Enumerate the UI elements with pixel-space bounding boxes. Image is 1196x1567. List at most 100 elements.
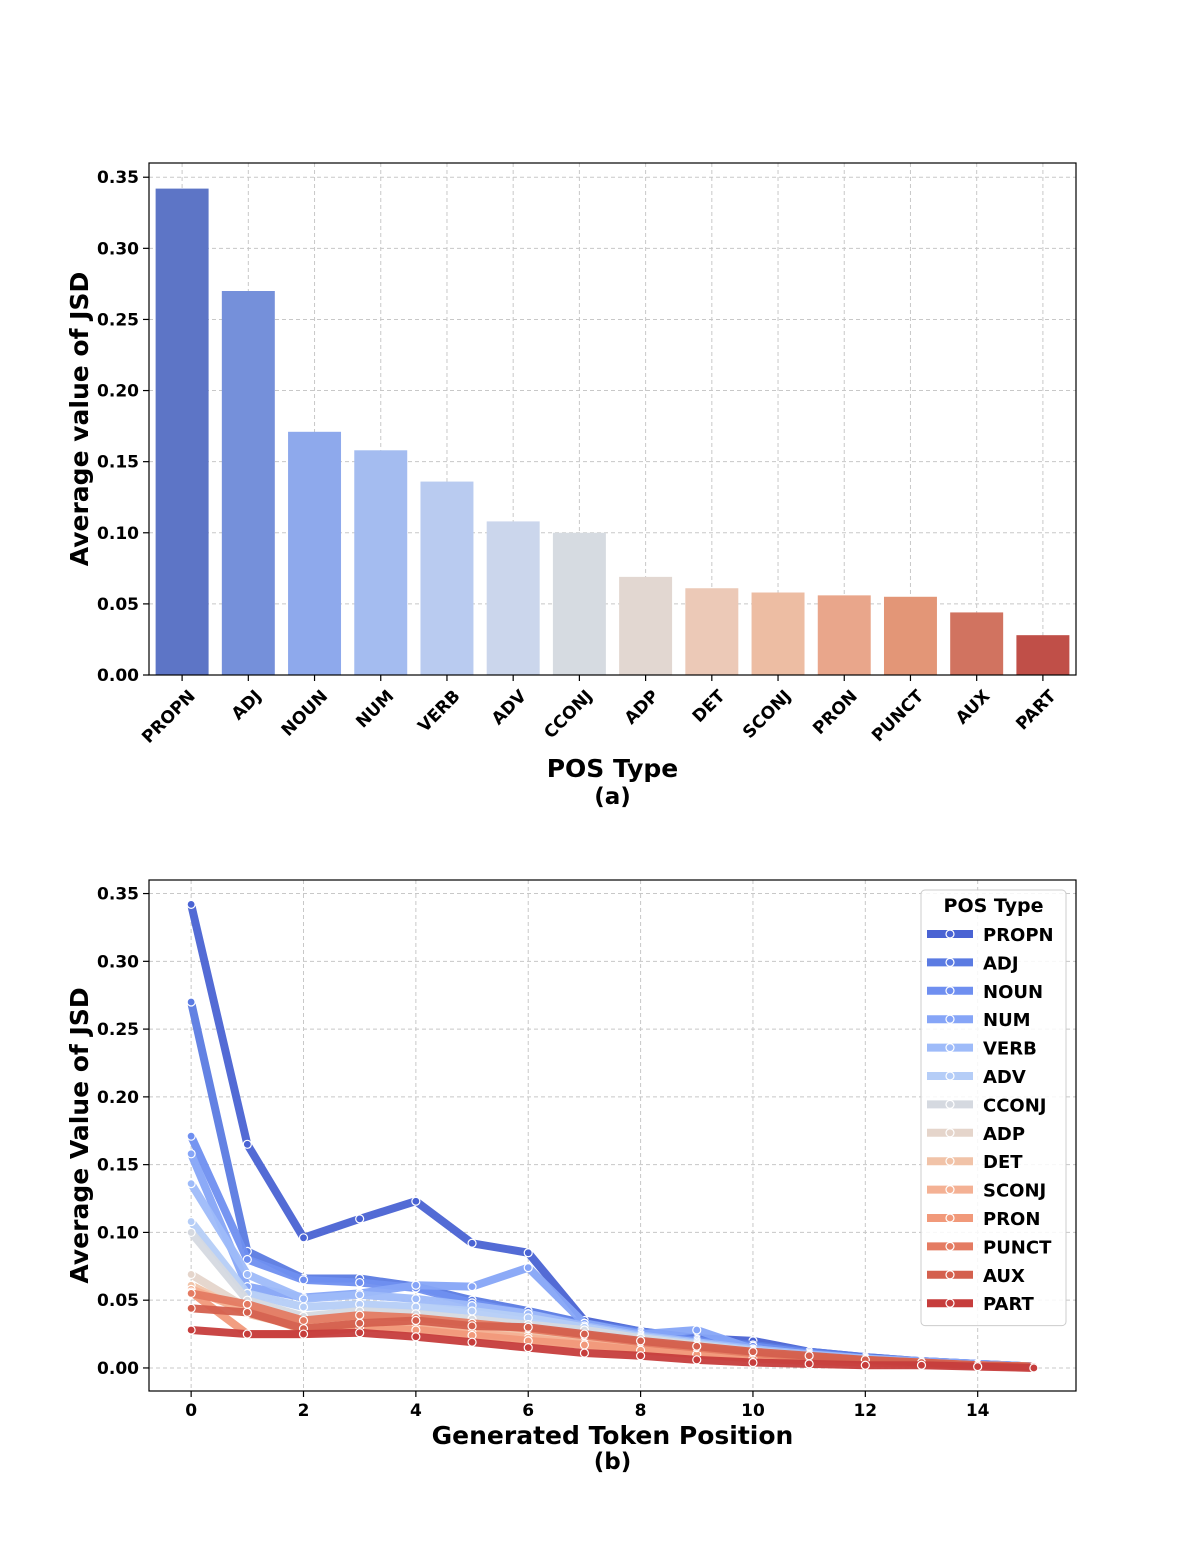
data-point [748, 1357, 758, 1368]
series-part [186, 1325, 1039, 1373]
data-point [523, 1248, 533, 1258]
tick-label-y: 0.30 [97, 952, 139, 972]
legend-marker [945, 1270, 955, 1280]
data-point [692, 1355, 702, 1365]
data-point [692, 1341, 702, 1351]
data-point [411, 1315, 421, 1326]
y-ticks-a: 0.00 0.05 0.10 0.15 0.20 0.25 0.30 0.35 [97, 168, 149, 686]
x-ticks-b: 0 2 4 6 8 10 12 14 [185, 1391, 990, 1421]
tick-label-x: 12 [853, 1401, 877, 1421]
data-point [298, 1294, 309, 1304]
legend-marker [945, 1042, 955, 1053]
data-point [355, 1310, 365, 1320]
legend-label: NUM [983, 1010, 1031, 1031]
tick-label-x: PART [1012, 686, 1060, 734]
data-point [242, 1139, 252, 1149]
caption-b: (b) [594, 1449, 632, 1475]
tick-label-y: 0.30 [97, 239, 139, 259]
data-point [411, 1196, 421, 1206]
legend-item-part: PART [927, 1294, 1035, 1315]
data-point [467, 1321, 477, 1331]
tick-label-y: 0.15 [97, 1156, 139, 1176]
legend-item-det: DET [927, 1152, 1023, 1173]
data-point [748, 1347, 758, 1357]
legend-label: AUX [983, 1266, 1025, 1287]
legend-item-punct: PUNCT [927, 1237, 1052, 1258]
series-aux [186, 1303, 1039, 1372]
legend-label: SCONJ [983, 1181, 1046, 1202]
tick-label-y: 0.35 [97, 885, 139, 905]
data-point [186, 1216, 196, 1227]
data-point [298, 1315, 309, 1326]
tick-label-x: 2 [298, 1401, 310, 1421]
legend-marker [945, 1128, 955, 1138]
bar-adv [486, 521, 540, 675]
bar-propn [155, 188, 209, 675]
data-point [579, 1329, 590, 1339]
data-point [411, 1332, 421, 1342]
legend-item-cconj: CCONJ [927, 1095, 1046, 1116]
bar-num [354, 450, 408, 675]
data-point [635, 1351, 646, 1361]
plot-frame-b [148, 879, 1077, 1392]
tick-label-x: PRON [809, 686, 861, 738]
legend-item-aux: AUX [927, 1266, 1025, 1287]
data-point [355, 1290, 365, 1300]
data-point [298, 1329, 309, 1339]
data-point [298, 1275, 309, 1285]
legend-item-noun: NOUN [927, 982, 1043, 1003]
data-point [635, 1336, 646, 1346]
legend-marker [945, 957, 955, 968]
data-point [973, 1362, 983, 1372]
tick-label-y: 0.00 [97, 666, 139, 686]
legend-item-sconj: SCONJ [927, 1181, 1046, 1202]
legend-label: ADJ [983, 953, 1019, 974]
data-point [467, 1238, 477, 1248]
legend-label: PART [983, 1294, 1035, 1315]
x-ticks-a: PROPN ADJ NOUN NUM VERB ADV CCONJ ADP DET SCONJ PR… [138, 675, 1061, 748]
legend-item-adp: ADP [927, 1124, 1025, 1145]
bar-adp [619, 576, 673, 675]
data-point [355, 1214, 365, 1224]
legend-label: PRON [983, 1209, 1040, 1230]
data-point [355, 1318, 365, 1328]
tick-label-x: 4 [410, 1401, 422, 1421]
y-ticks-b: 0.00 0.05 0.10 0.15 0.20 0.25 0.30 0.35 [97, 885, 149, 1379]
bar-part [1016, 635, 1070, 675]
tick-label-x: 14 [966, 1401, 990, 1421]
legend-title: POS Type [944, 895, 1044, 917]
data-point [186, 1149, 196, 1159]
series-lines [186, 899, 1039, 1373]
tick-label-x: 6 [522, 1401, 534, 1421]
data-point [186, 1288, 196, 1299]
bars [155, 188, 1070, 675]
legend-label: PUNCT [983, 1237, 1052, 1258]
tick-label-x: PROPN [138, 686, 199, 747]
data-point [804, 1359, 814, 1369]
tick-label-y: 0.05 [97, 595, 139, 615]
data-point [298, 1233, 309, 1243]
series-line-aux [187, 1304, 1038, 1371]
data-point [579, 1340, 590, 1350]
data-point [692, 1325, 702, 1335]
data-point [186, 997, 196, 1007]
tick-label-x: 8 [635, 1401, 647, 1421]
data-point [523, 1322, 533, 1332]
data-point [355, 1328, 365, 1338]
tick-label-y: 0.25 [97, 310, 139, 330]
legend-label: DET [983, 1152, 1023, 1173]
tick-label-x: SCONJ [739, 686, 795, 742]
data-point [804, 1351, 814, 1361]
legend-item-verb: VERB [927, 1039, 1037, 1060]
data-point [242, 1299, 252, 1309]
tick-label-x: ADV [488, 686, 531, 729]
legend-label: ADV [983, 1067, 1026, 1088]
data-point [186, 1269, 196, 1280]
tick-label-y: 0.05 [97, 1291, 139, 1311]
legend-label: ADP [983, 1124, 1025, 1145]
legend-label: CCONJ [983, 1095, 1046, 1116]
legend-marker [945, 1156, 955, 1166]
tick-label-y: 0.20 [97, 382, 139, 402]
series-line-part [187, 1326, 1038, 1372]
